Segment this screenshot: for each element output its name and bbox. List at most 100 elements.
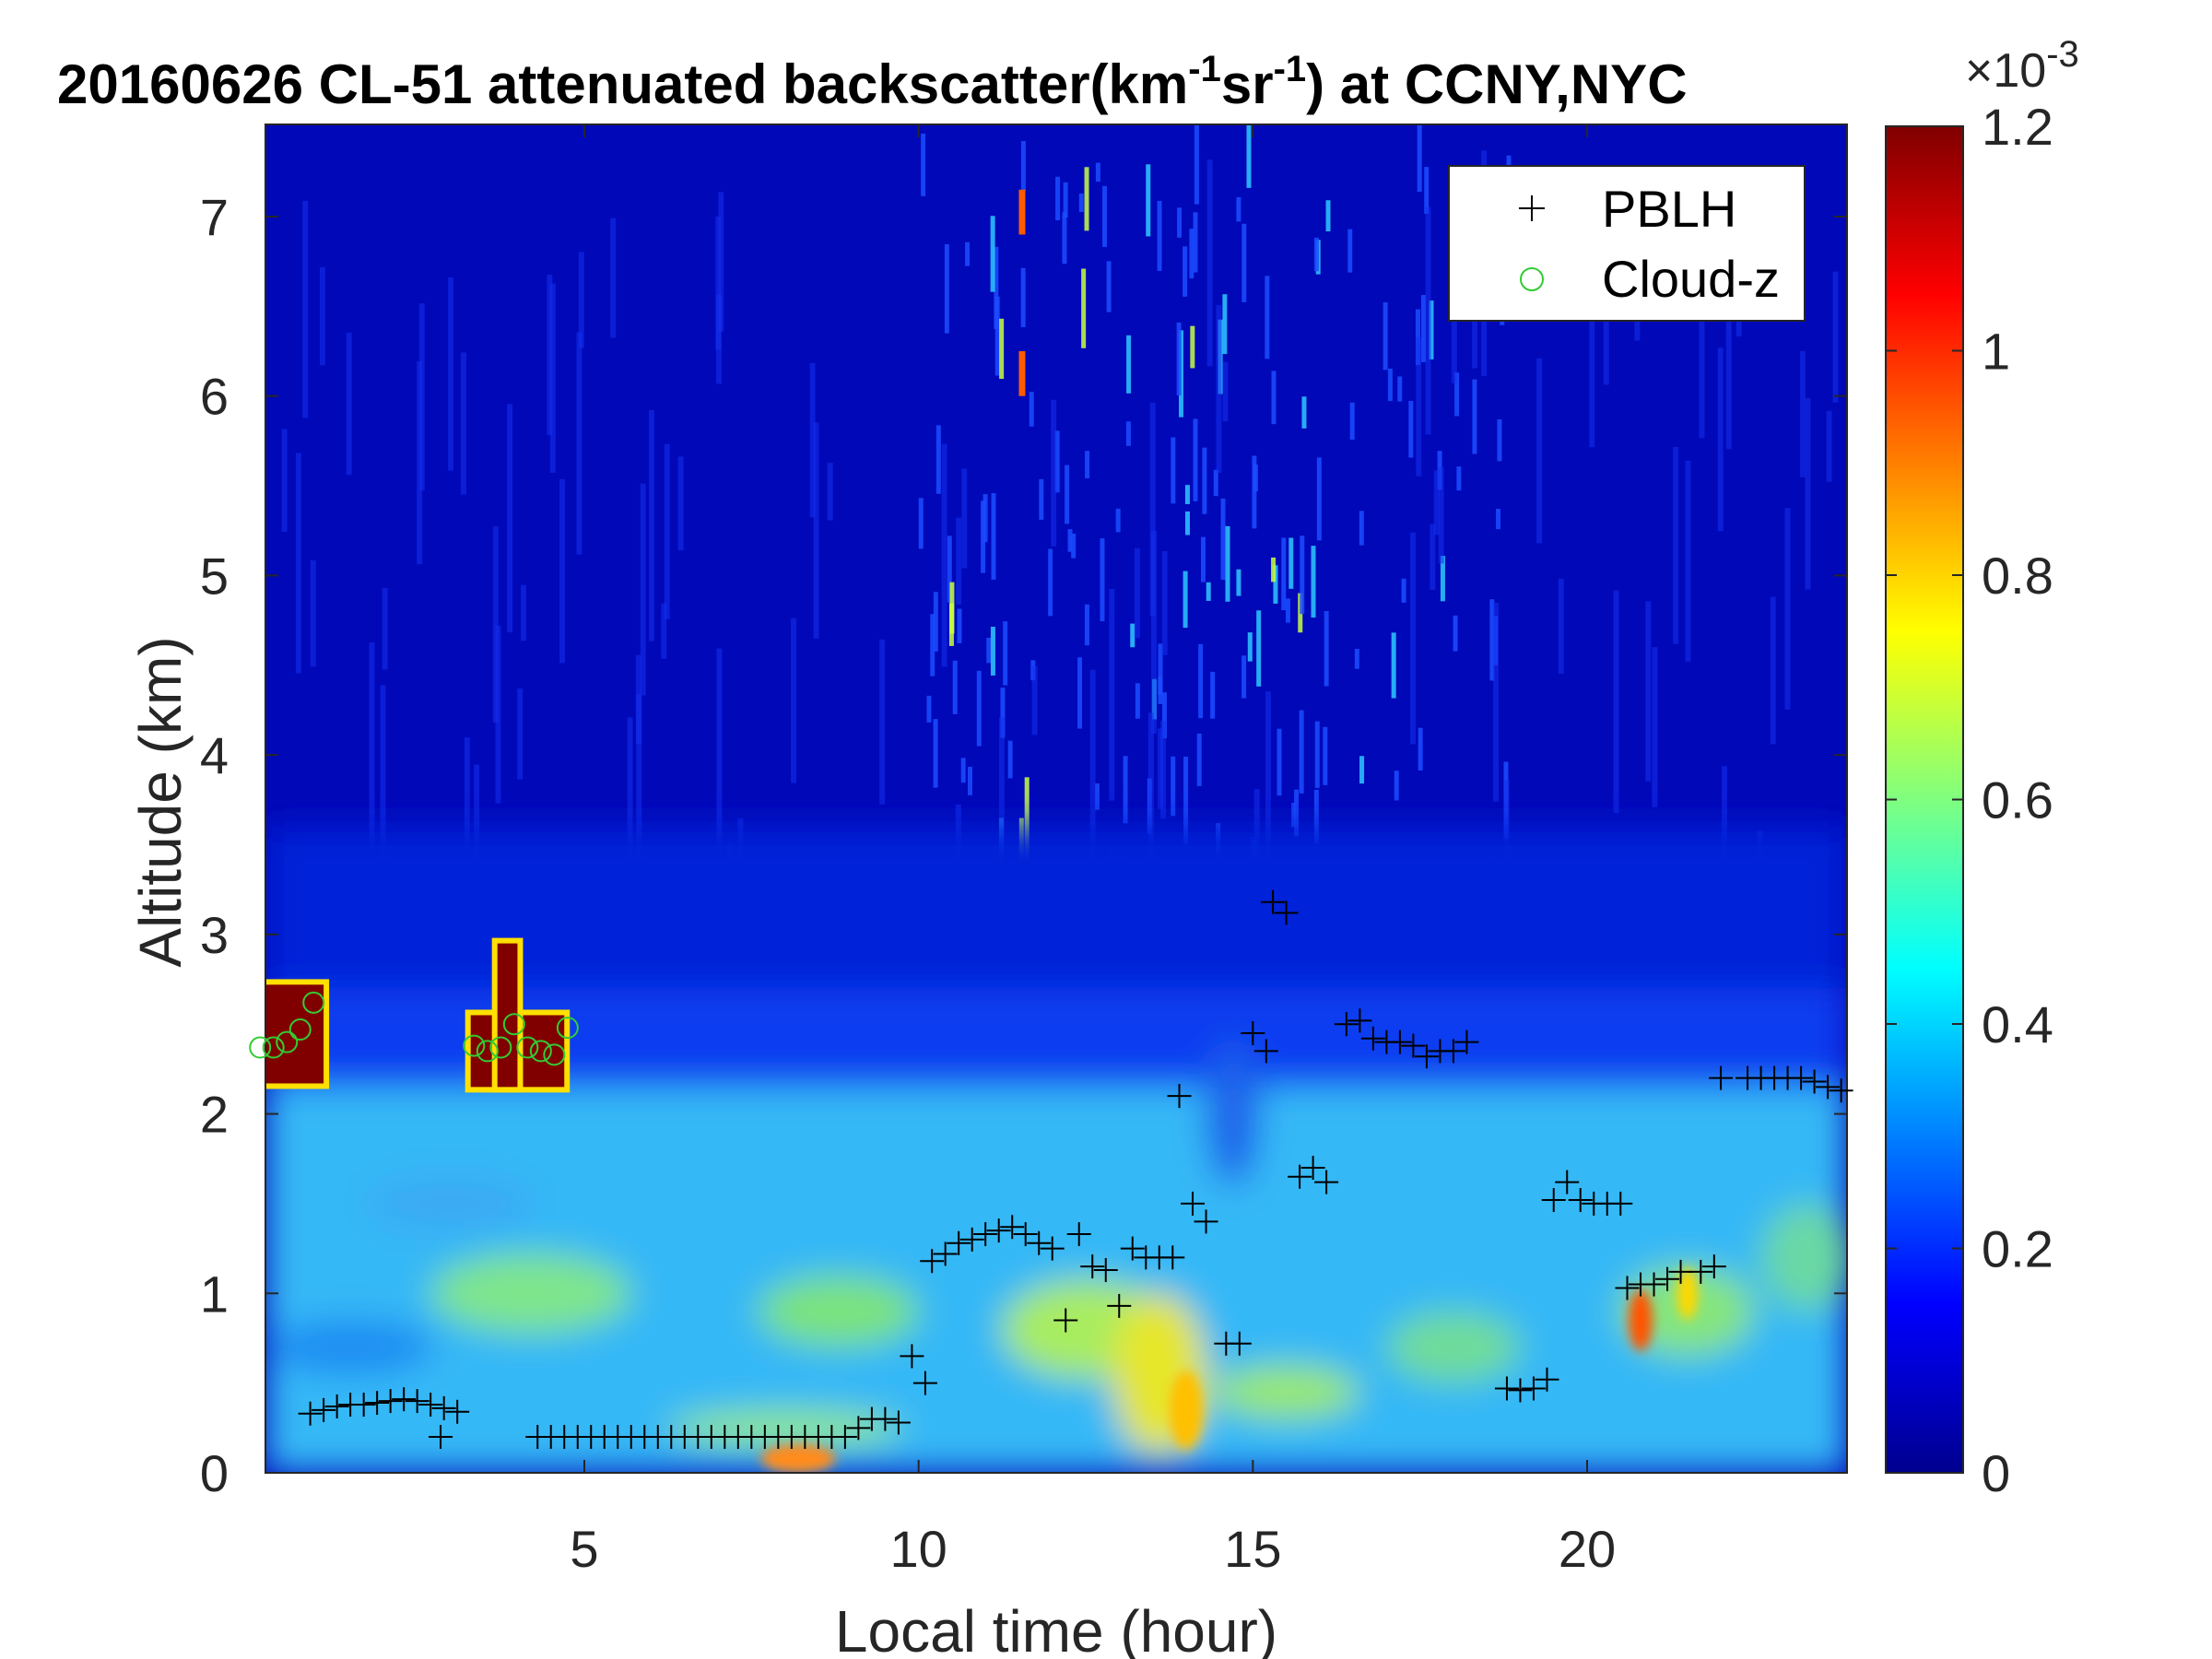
streak-faint [1438,466,1444,564]
streak [1288,537,1294,589]
streak [1039,478,1044,520]
streak [933,719,938,788]
streak-faint [1717,347,1724,532]
pblh-point [312,1397,336,1422]
streak [1177,207,1182,238]
streak [1273,565,1278,604]
field-patch [1386,1311,1521,1383]
x-tick-label: 10 [890,1520,947,1578]
streak [1020,267,1026,327]
pblh-point [947,1230,971,1255]
x-axis-label: Local time (hour) [835,1598,1277,1659]
streak [982,494,988,543]
streak-faint [1832,271,1839,403]
field-patch [758,1275,919,1347]
pblh-point [429,1425,453,1450]
streak [1182,571,1188,629]
streak [1202,447,1207,514]
streak [1210,671,1216,719]
cloud-z-point [302,991,325,1014]
streak [1206,582,1211,601]
pblh-point [445,1399,470,1424]
streak [960,758,966,783]
y-tick-label: 6 [200,368,229,426]
streak-faint [1799,350,1806,477]
streak [986,637,992,664]
streak [1125,421,1131,446]
streak-faint [610,218,617,338]
streak-faint [1613,590,1619,814]
streak-faint [1089,669,1096,885]
cloud-z-point [276,1030,299,1053]
streak [994,296,1000,376]
pblh-point [1494,1376,1519,1401]
streak-faint [1157,728,1163,809]
cloud-z-point [516,1036,539,1059]
pblh-point [1093,1257,1118,1282]
pblh-point [1535,1367,1559,1392]
streak [1299,710,1304,794]
streak [1349,402,1355,441]
field-patch [1206,1041,1260,1186]
cloud-z-point [489,1036,512,1059]
streak [1065,465,1070,524]
pblh-point [1829,1078,1853,1103]
streak [1115,508,1121,533]
streak [952,660,958,714]
streak [1135,683,1140,719]
streak-faint [716,648,723,854]
streak-faint [1416,336,1422,477]
streak [1472,379,1477,454]
streak [990,627,995,676]
streak-faint [464,737,470,848]
pblh-point [1508,1378,1533,1403]
streak-faint [492,526,499,724]
pblh-point [1194,1209,1218,1234]
streak [1220,498,1226,581]
streak [1182,246,1188,297]
cloud-z-point [529,1040,552,1063]
streak-faint [1161,551,1168,655]
streak [930,614,935,677]
y-tick-label: 2 [200,1086,229,1144]
hotspots [760,1266,1699,1473]
pblh-point [1441,1039,1465,1064]
streak [1271,371,1277,425]
streak [1429,300,1434,359]
pblh-point [392,1387,417,1412]
streak [1048,548,1053,617]
streak-faint [1051,399,1057,547]
streak [1194,124,1199,205]
x-tick-label: 5 [570,1520,598,1578]
pblh-point [1334,1012,1359,1037]
streak-faint [418,303,425,491]
pblh-point [1274,900,1299,925]
pblh-point [933,1241,958,1266]
streak [1024,777,1030,863]
x-axis: 5 10 15 20 [570,124,1616,1578]
streak-faint [664,443,670,619]
streak [1394,771,1399,801]
streak [948,603,954,646]
streak-faint [549,283,556,473]
streak [921,133,926,196]
streak [1246,124,1252,188]
streak-faint [1433,470,1440,535]
pblh-point [1013,1222,1038,1247]
colorbar-ticks: 0 0.2 0.4 0.6 0.8 1 1.2 [1886,98,2053,1502]
streak-faint [718,192,724,332]
pblh-point [1107,1293,1132,1318]
streak [1291,803,1297,828]
pblh-point [1167,1084,1192,1109]
streak-faint [1770,596,1776,745]
streak-faint [827,463,833,521]
streak [1420,295,1426,362]
pblh-point [1789,1065,1814,1090]
pblh-point [1555,1170,1580,1194]
streak [1054,430,1060,493]
field-patch [1760,1203,1847,1312]
streak [1102,185,1108,247]
streak-faint [295,453,301,674]
streak [1176,322,1182,396]
